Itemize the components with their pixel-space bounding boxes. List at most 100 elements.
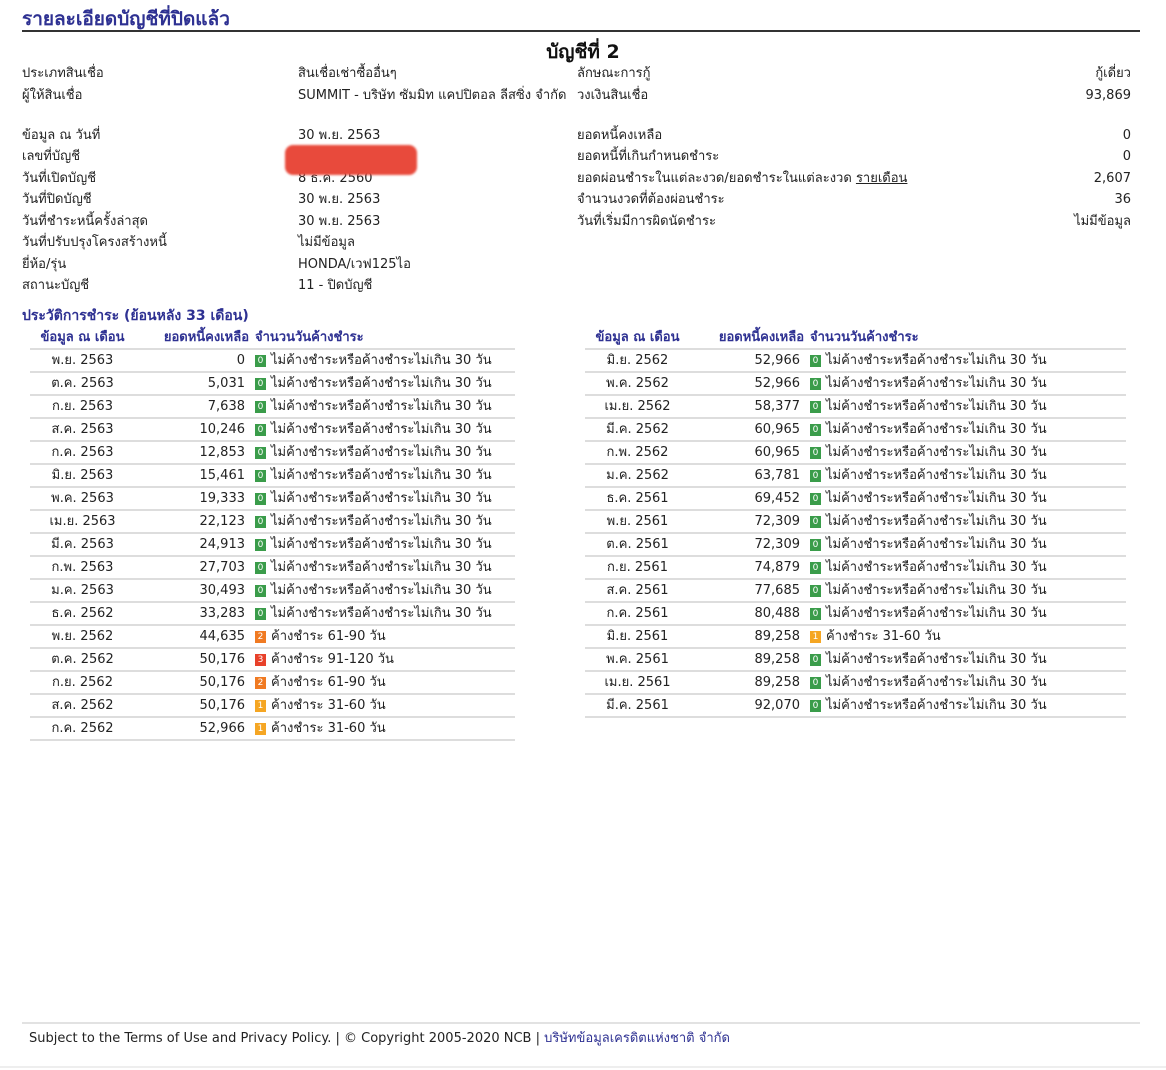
- history-row: พ.ค. 2563 19,333 0 ไม่ค้างชำระหรือค้างชำระไ…: [30, 488, 515, 511]
- history-row: พ.ย. 2562 44,635 2 ค้างชำระ 61-90 วัน: [30, 626, 515, 649]
- history-row: ต.ค. 2563 5,031 0 ไม่ค้างชำระหรือค้างชำระไม…: [30, 373, 515, 396]
- status-badge-icon: 0: [810, 538, 821, 551]
- ncb-link[interactable]: บริษัทข้อมูลเครดิตแห่งชาติ จำกัด: [544, 1031, 730, 1046]
- row-month: ส.ค. 2562: [51, 698, 114, 713]
- details-left-values: สินเชื่อเช่าซื้ออื่นๆ SUMMIT - บริษัท ซัม…: [298, 63, 568, 297]
- row-status: ค้างชำระ 61-90 วัน: [271, 629, 386, 644]
- row-month: เม.ย. 2563: [49, 514, 116, 529]
- history-row: ก.ค. 2563 12,853 0 ไม่ค้างชำระหรือค้างชำระไ…: [30, 442, 515, 465]
- row-days: 2 ค้างชำระ 61-90 วัน: [255, 626, 515, 647]
- row-balance: 60,965: [754, 445, 801, 460]
- row-status: ไม่ค้างชำระหรือค้างชำระไม่เกิน 30 วัน: [826, 652, 1047, 667]
- row-month: ส.ค. 2561: [606, 583, 669, 598]
- history-header: ข้อมูล ณ เดือน ยอดหนี้คงเหลือ จำนวนวันค้…: [585, 328, 1126, 350]
- row-days: 3 ค้างชำระ 91-120 วัน: [255, 649, 515, 670]
- row-month: ต.ค. 2561: [606, 537, 669, 552]
- detail-label: วันที่เริ่มมีการผิดนัดชำระ: [577, 211, 1017, 233]
- detail-label: ยอดผ่อนชำระในแต่ละงวด/ยอดชำระในแต่ละงวด …: [577, 168, 1017, 190]
- history-row: มี.ค. 2562 60,965 0 ไม่ค้างชำระหรือค้างชำระ…: [585, 419, 1126, 442]
- status-badge-icon: 0: [255, 377, 266, 390]
- row-month: พ.ค. 2563: [51, 491, 114, 506]
- row-days: 0 ไม่ค้างชำระหรือค้างชำระไม่เกิน 30 วัน: [255, 350, 515, 371]
- status-badge-icon: 0: [810, 354, 821, 367]
- history-row: พ.ค. 2561 89,258 0 ไม่ค้างชำระหรือค้างชำระไ…: [585, 649, 1126, 672]
- row-days: 0 ไม่ค้างชำระหรือค้างชำระไม่เกิน 30 วัน: [810, 557, 1126, 578]
- status-badge-icon: 0: [255, 400, 266, 413]
- row-days: 0 ไม่ค้างชำระหรือค้างชำระไม่เกิน 30 วัน: [810, 442, 1126, 463]
- status-badge-icon: 0: [255, 584, 266, 597]
- details-right-labels: ลักษณะการกู้ วงเงินสินเชื่อ ยอดหนี้คงเหลือ…: [577, 63, 1017, 232]
- row-status: ไม่ค้างชำระหรือค้างชำระไม่เกิน 30 วัน: [826, 422, 1047, 437]
- detail-label: ยอดหนี้ที่เกินกำหนดชำระ: [577, 146, 1017, 168]
- row-days: 0 ไม่ค้างชำระหรือค้างชำระไม่เกิน 30 วัน: [810, 373, 1126, 394]
- history-table-right: ข้อมูล ณ เดือน ยอดหนี้คงเหลือ จำนวนวันค้…: [585, 328, 1126, 718]
- row-days: 0 ไม่ค้างชำระหรือค้างชำระไม่เกิน 30 วัน: [810, 396, 1126, 417]
- row-month: ก.ค. 2562: [51, 721, 114, 736]
- detail-value: 30 พ.ย. 2563: [298, 192, 381, 207]
- row-balance: 7,638: [207, 399, 245, 414]
- detail-value: 0: [1122, 149, 1131, 164]
- row-status: ค้างชำระ 91-120 วัน: [271, 652, 394, 667]
- row-days: 1 ค้างชำระ 31-60 วัน: [255, 695, 515, 716]
- status-badge-icon: 0: [255, 423, 266, 436]
- status-badge-icon: 0: [810, 653, 821, 666]
- history-row: ส.ค. 2561 77,685 0 ไม่ค้างชำระหรือค้างชำระไ…: [585, 580, 1126, 603]
- row-days: 1 ค้างชำระ 31-60 วัน: [810, 626, 1126, 647]
- row-month: ต.ค. 2562: [51, 652, 114, 667]
- history-row: ส.ค. 2563 10,246 0 ไม่ค้างชำระหรือค้างชำระไ…: [30, 419, 515, 442]
- status-badge-icon: 2: [255, 630, 266, 643]
- detail-value: 11 - ปิดบัญชี: [298, 278, 373, 293]
- history-row: ก.ค. 2562 52,966 1 ค้างชำระ 31-60 วัน: [30, 718, 515, 741]
- row-balance: 44,635: [199, 629, 246, 644]
- detail-label: วันที่เปิดบัญชี: [22, 170, 97, 186]
- status-badge-icon: 0: [255, 538, 266, 551]
- row-month: ก.ค. 2561: [606, 606, 669, 621]
- row-days: 0 ไม่ค้างชำระหรือค้างชำระไม่เกิน 30 วัน: [255, 511, 515, 532]
- row-days: 0 ไม่ค้างชำระหรือค้างชำระไม่เกิน 30 วัน: [810, 580, 1126, 601]
- row-balance: 10,246: [199, 422, 246, 437]
- row-month: ก.ค. 2563: [51, 445, 114, 460]
- status-badge-icon: 1: [255, 722, 266, 735]
- row-balance: 30,493: [199, 583, 246, 598]
- row-status: ไม่ค้างชำระหรือค้างชำระไม่เกิน 30 วัน: [271, 353, 492, 368]
- row-month: เม.ย. 2562: [604, 399, 671, 414]
- row-days: 0 ไม่ค้างชำระหรือค้างชำระไม่เกิน 30 วัน: [810, 511, 1126, 532]
- detail-label: วงเงินสินเชื่อ: [577, 85, 1017, 107]
- row-days: 0 ไม่ค้างชำระหรือค้างชำระไม่เกิน 30 วัน: [810, 649, 1126, 670]
- row-status: ไม่ค้างชำระหรือค้างชำระไม่เกิน 30 วัน: [271, 468, 492, 483]
- account-title: บัญชีที่ 2: [546, 41, 620, 63]
- row-month: มี.ค. 2561: [606, 698, 669, 713]
- row-month: มิ.ย. 2562: [606, 353, 669, 368]
- row-days: 0 ไม่ค้างชำระหรือค้างชำระไม่เกิน 30 วัน: [255, 603, 515, 624]
- history-row: พ.ย. 2561 72,309 0 ไม่ค้างชำระหรือค้างชำระไ…: [585, 511, 1126, 534]
- row-balance: 52,966: [199, 721, 246, 736]
- row-month: ม.ค. 2562: [606, 468, 669, 483]
- row-days: 0 ไม่ค้างชำระหรือค้างชำระไม่เกิน 30 วัน: [255, 488, 515, 509]
- detail-label-text: ยอดหนี้คงเหลือ: [577, 127, 663, 143]
- detail-value: 2,607: [1093, 170, 1131, 186]
- row-status: ไม่ค้างชำระหรือค้างชำระไม่เกิน 30 วัน: [271, 583, 492, 598]
- row-status: ไม่ค้างชำระหรือค้างชำระไม่เกิน 30 วัน: [271, 376, 492, 391]
- row-balance: 52,966: [754, 353, 801, 368]
- status-badge-icon: 0: [810, 607, 821, 620]
- row-days: 0 ไม่ค้างชำระหรือค้างชำระไม่เกิน 30 วัน: [810, 695, 1126, 716]
- detail-label: ยี่ห้อ/รุ่น: [22, 256, 67, 272]
- footer-text: Subject to the Terms of Use and Privacy …: [29, 1031, 545, 1046]
- history-table-left: ข้อมูล ณ เดือน ยอดหนี้คงเหลือ จำนวนวันค้…: [30, 328, 515, 741]
- row-days: 0 ไม่ค้างชำระหรือค้างชำระไม่เกิน 30 วัน: [810, 419, 1126, 440]
- history-row: ม.ค. 2562 63,781 0 ไม่ค้างชำระหรือค้างชำระไ…: [585, 465, 1126, 488]
- history-row: พ.ค. 2562 52,966 0 ไม่ค้างชำระหรือค้างชำระไ…: [585, 373, 1126, 396]
- row-month: พ.ย. 2562: [51, 629, 114, 644]
- row-month: เม.ย. 2561: [604, 675, 671, 690]
- header-balance: ยอดหนี้คงเหลือ: [163, 330, 249, 345]
- header-balance: ยอดหนี้คงเหลือ: [718, 330, 804, 345]
- history-row: ต.ค. 2561 72,309 0 ไม่ค้างชำระหรือค้างชำระไ…: [585, 534, 1126, 557]
- row-days: 0 ไม่ค้างชำระหรือค้างชำระไม่เกิน 30 วัน: [255, 419, 515, 440]
- row-status: ค้างชำระ 31-60 วัน: [826, 629, 941, 644]
- history-row: ก.พ. 2563 27,703 0 ไม่ค้างชำระหรือค้างชำระไ…: [30, 557, 515, 580]
- frequency-link[interactable]: รายเดือน: [855, 170, 908, 186]
- row-days: 0 ไม่ค้างชำระหรือค้างชำระไม่เกิน 30 วัน: [255, 373, 515, 394]
- row-days: 0 ไม่ค้างชำระหรือค้างชำระไม่เกิน 30 วัน: [810, 603, 1126, 624]
- details-left-labels: ประเภทสินเชื่อ ผู้ให้สินเชื่อ ข้อมูล ณ วัน…: [22, 63, 292, 297]
- status-badge-icon: 1: [810, 630, 821, 643]
